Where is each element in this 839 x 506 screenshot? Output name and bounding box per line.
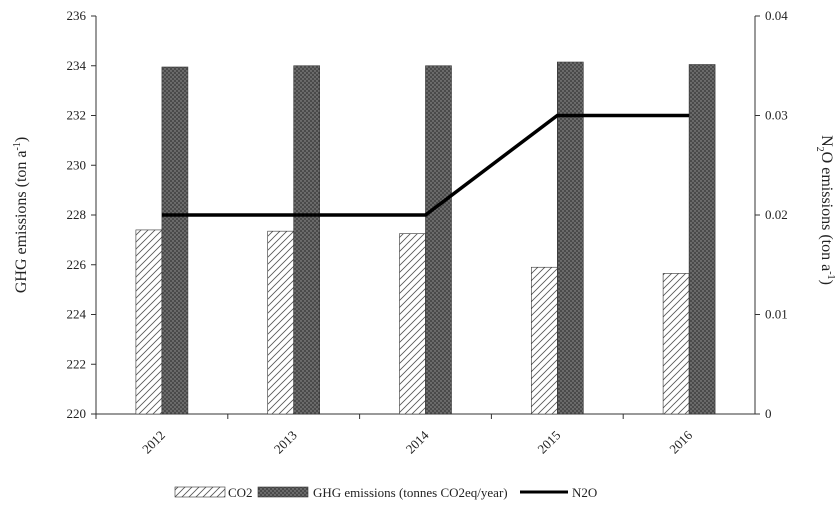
- bar-ghg: [293, 65, 321, 415]
- y-left-tick-label: 224: [67, 307, 87, 322]
- legend-swatch-ghg: [257, 486, 309, 498]
- bar-ghg: [688, 64, 716, 415]
- y-right-tick-label: 0.01: [765, 307, 788, 322]
- legend-swatch-co2: [174, 486, 226, 498]
- bar-co2: [135, 229, 163, 415]
- bar-ghg: [556, 61, 584, 415]
- y-left-tick-label: 234: [67, 58, 87, 73]
- y-left-tick-label: 226: [67, 257, 87, 272]
- x-tick-label: 2012: [139, 428, 168, 457]
- y-right-tick-label: 0.03: [765, 108, 788, 123]
- y-left-tick-label: 220: [67, 406, 87, 421]
- legend-label-co2: CO2: [228, 485, 253, 500]
- y-left-tick-label: 230: [67, 157, 87, 172]
- bars: [135, 61, 716, 415]
- bar-co2: [267, 230, 295, 415]
- y-axis-left-title: GHG emissions (ton a-1): [12, 137, 30, 293]
- line-n2o: [161, 113, 690, 217]
- x-tick-label: 2014: [403, 427, 432, 456]
- bar-ghg: [161, 66, 189, 415]
- y-left-tick-label: 222: [67, 356, 87, 371]
- x-tick-label: 2015: [534, 428, 563, 457]
- legend: CO2 GHG emissions (tonnes CO2eq/year) N2…: [174, 485, 597, 500]
- line-series: [161, 113, 690, 217]
- bar-ghg: [425, 65, 452, 415]
- y-right-tick-label: 0.04: [765, 8, 788, 23]
- y-right-tick-label: 0.02: [765, 207, 788, 222]
- bar-co2: [399, 233, 426, 415]
- y-left-tick-label: 236: [67, 8, 87, 23]
- y-left-tick-label: 232: [67, 108, 87, 123]
- y-axis-right-title: N2O emissions (ton a-1): [814, 135, 836, 285]
- bar-co2: [530, 266, 558, 415]
- bar-co2: [662, 273, 690, 415]
- legend-label-ghg: GHG emissions (tonnes CO2eq/year): [313, 485, 508, 500]
- x-tick-label: 2013: [271, 428, 300, 457]
- y-right-tick-label: 0: [765, 406, 772, 421]
- y-left-tick-label: 228: [67, 207, 87, 222]
- x-tick-label: 2016: [666, 427, 695, 456]
- legend-label-n2o: N2O: [572, 485, 597, 500]
